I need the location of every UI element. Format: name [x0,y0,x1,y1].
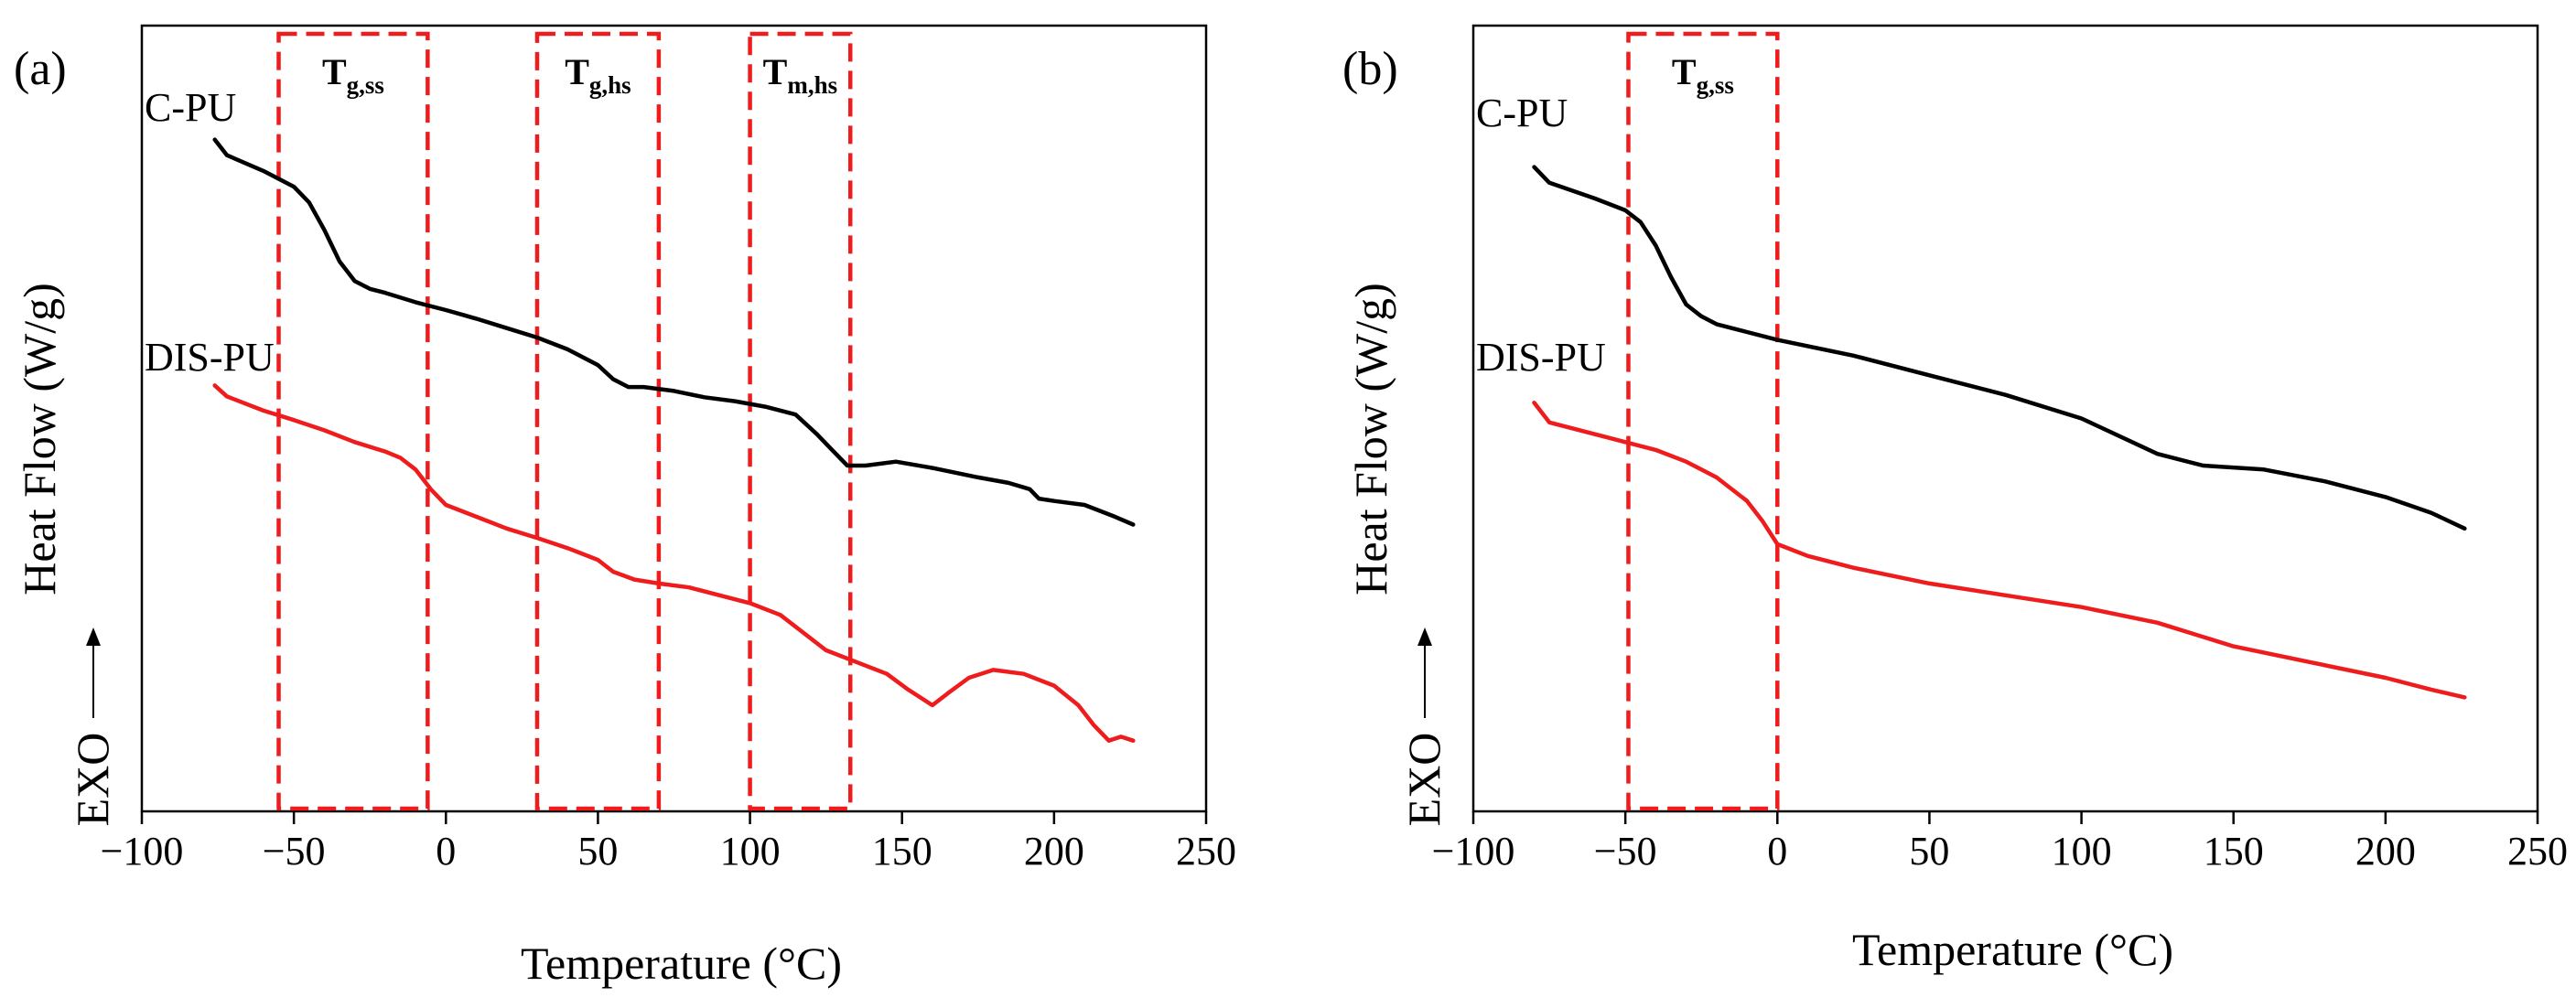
series-line-c-pu [212,137,1136,527]
region-label-tg-ss: Tg,ss [1672,51,1734,99]
region-label-subscript: m,hs [787,71,837,99]
x-tick-label: 200 [1024,829,1084,874]
region-label-tm-hs: Tm,hs [763,51,837,99]
series-label-dis-pu: DIS-PU [1476,335,1606,380]
y-axis-title: Heat Flow (W/g) [14,283,65,595]
x-tick-label: −100 [101,829,184,874]
x-tick-label: 50 [577,829,618,874]
x-axis-title: Temperature (°C) [1852,924,2173,975]
x-tick-label: 0 [1767,829,1787,874]
exo-arrow-icon [86,627,101,646]
x-tick-label: −50 [1594,829,1657,874]
x-tick-label: 150 [2204,829,2264,874]
plot-frame [1471,24,2539,813]
exo-label: EXO [67,733,118,827]
series-line-dis-pu [212,383,1136,743]
x-tick-label: 150 [872,829,932,874]
exo-label: EXO [1398,733,1450,827]
series-label-c-pu: C-PU [1476,91,1568,135]
x-tick-label: 250 [2507,829,2568,874]
region-label-tg-hs: Tg,hs [565,51,631,99]
region-box-tg-ss [1626,31,1780,811]
plot-frame [140,24,1208,813]
region-label-subscript: g,ss [347,71,384,99]
x-tick-label: 50 [1909,829,1949,874]
panel-a: −100 −50 0 50 100 150 200 250 Temperature (°C) He… [14,24,1236,989]
region-box-tm-hs [748,31,853,811]
region-label-tg-ss: Tg,ss [322,51,384,99]
region-label-subscript: g,hs [589,71,631,99]
x-axis-title: Temperature (°C) [521,938,842,989]
region-label-subscript: g,ss [1697,71,1734,99]
series-label-c-pu: C-PU [145,85,236,130]
y-axis-title: Heat Flow (W/g) [1345,283,1396,595]
region-box-tg-hs [534,31,662,811]
exo-arrow-icon [1417,627,1432,646]
region-box-tg-ss [276,31,430,811]
x-tick-label: 100 [2052,829,2112,874]
x-tick-label: −50 [263,829,326,874]
series-line-c-pu [1532,165,2467,531]
series-line-dis-pu [1532,401,2467,700]
x-tick-label: −100 [1432,829,1515,874]
panel-label: (b) [1342,43,1398,95]
x-tick-label: 100 [720,829,781,874]
panel-b: −100 −50 0 50 100 150 200 250 Temperature (°C) He… [1342,24,2568,975]
series-label-dis-pu: DIS-PU [145,335,275,380]
x-tick-label: 250 [1176,829,1236,874]
x-tick-label: 200 [2355,829,2416,874]
x-tick-label: 0 [436,829,456,874]
panel-label: (a) [14,43,67,95]
